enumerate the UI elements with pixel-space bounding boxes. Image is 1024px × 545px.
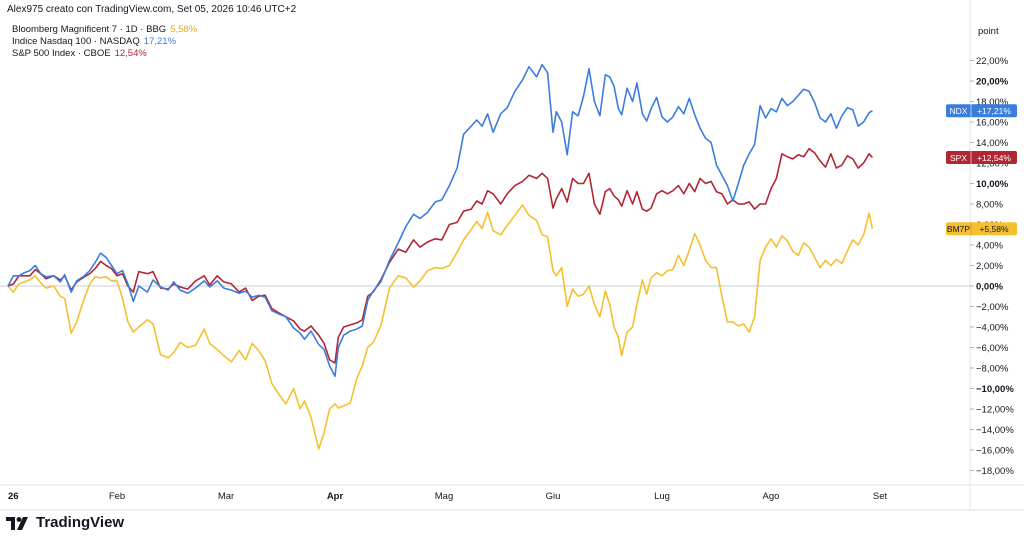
- price-tag-bg: [946, 104, 1017, 118]
- legend-label: Indice Nasdaq 100 · NASDAQ: [12, 36, 140, 47]
- price-tag-bm7p: BM7P +5,58%: [946, 222, 1017, 236]
- chart-legend: Bloomberg Magnificent 7 · 1D · BBG 5,58% …: [12, 24, 197, 60]
- price-tag-symbol: NDX: [950, 106, 968, 116]
- x-tick-label: Ago: [763, 491, 780, 502]
- y-tick-label: −4,00%: [976, 323, 1009, 334]
- legend-label: Bloomberg Magnificent 7 · 1D · BBG: [12, 24, 167, 35]
- legend-item-bm7p[interactable]: Bloomberg Magnificent 7 · 1D · BBG 5,58%: [12, 24, 197, 36]
- y-tick-label: −16,00%: [976, 446, 1014, 457]
- chart-credit: Alex975 creato con TradingView.com, Set …: [7, 4, 297, 15]
- legend-item-ndx[interactable]: Indice Nasdaq 100 · NASDAQ 17,21%: [12, 36, 197, 48]
- price-tag-value: +5,58%: [979, 224, 1009, 234]
- y-tick-label: 16,00%: [976, 118, 1009, 129]
- y-tick-label: −14,00%: [976, 425, 1014, 436]
- y-tick-label: 12,00%: [976, 159, 1009, 170]
- y-tick-label: 8,00%: [976, 200, 1003, 211]
- y-tick-label: 18,00%: [976, 97, 1009, 108]
- y-tick-label: −6,00%: [976, 343, 1009, 354]
- x-tick-label: Mar: [218, 491, 234, 502]
- x-tick-label: Lug: [654, 491, 670, 502]
- y-tick-label: 10,00%: [976, 179, 1009, 190]
- price-axis-unit: point: [978, 26, 999, 37]
- price-tag-symbol: SPX: [950, 153, 967, 163]
- y-tick-label: 0,00%: [976, 282, 1003, 293]
- x-tick-label: Giu: [546, 491, 561, 502]
- series-line-spx: [7, 147, 873, 364]
- y-tick-label: −10,00%: [976, 384, 1014, 395]
- tradingview-logo[interactable]: TradingView: [6, 514, 124, 531]
- legend-value: 17,21%: [143, 36, 177, 47]
- legend-label: S&P 500 Index · CBOE: [12, 48, 111, 59]
- price-tag-bg: [946, 150, 1017, 164]
- price-tag-ndx: NDX +17,21%: [946, 104, 1017, 118]
- price-tag-value: +12,54%: [977, 153, 1011, 163]
- legend-value: 5,58%: [170, 24, 198, 35]
- x-tick-label: Apr: [327, 491, 344, 502]
- price-tag-bg: [946, 222, 1017, 236]
- price-tag-symbol: BM7P: [947, 224, 970, 234]
- y-tick-label: −8,00%: [976, 364, 1009, 375]
- y-tick-label: 2,00%: [976, 261, 1003, 272]
- price-tag-spx: SPX +12,54%: [946, 150, 1017, 164]
- x-tick-label: Set: [873, 491, 888, 502]
- tradingview-logo-icon: [6, 516, 28, 530]
- brand-name: TradingView: [36, 514, 125, 531]
- y-tick-label: −2,00%: [976, 302, 1009, 313]
- x-tick-label: Feb: [109, 491, 125, 502]
- y-tick-label: −18,00%: [976, 466, 1014, 477]
- legend-item-spx[interactable]: S&P 500 Index · CBOE 12,54%: [12, 48, 197, 60]
- price-tag-value: +17,21%: [977, 106, 1011, 116]
- y-tick-label: 22,00%: [976, 56, 1009, 67]
- y-tick-label: 20,00%: [976, 77, 1009, 88]
- y-tick-label: −12,00%: [976, 405, 1014, 416]
- y-tick-label: 14,00%: [976, 138, 1009, 149]
- series-line-bm7p: [7, 204, 874, 450]
- x-tick-label: Mag: [435, 491, 453, 502]
- y-tick-label: 4,00%: [976, 241, 1003, 252]
- series-line-ndx: [7, 63, 873, 377]
- x-tick-label: 26: [8, 491, 19, 502]
- legend-value: 12,54%: [114, 48, 147, 59]
